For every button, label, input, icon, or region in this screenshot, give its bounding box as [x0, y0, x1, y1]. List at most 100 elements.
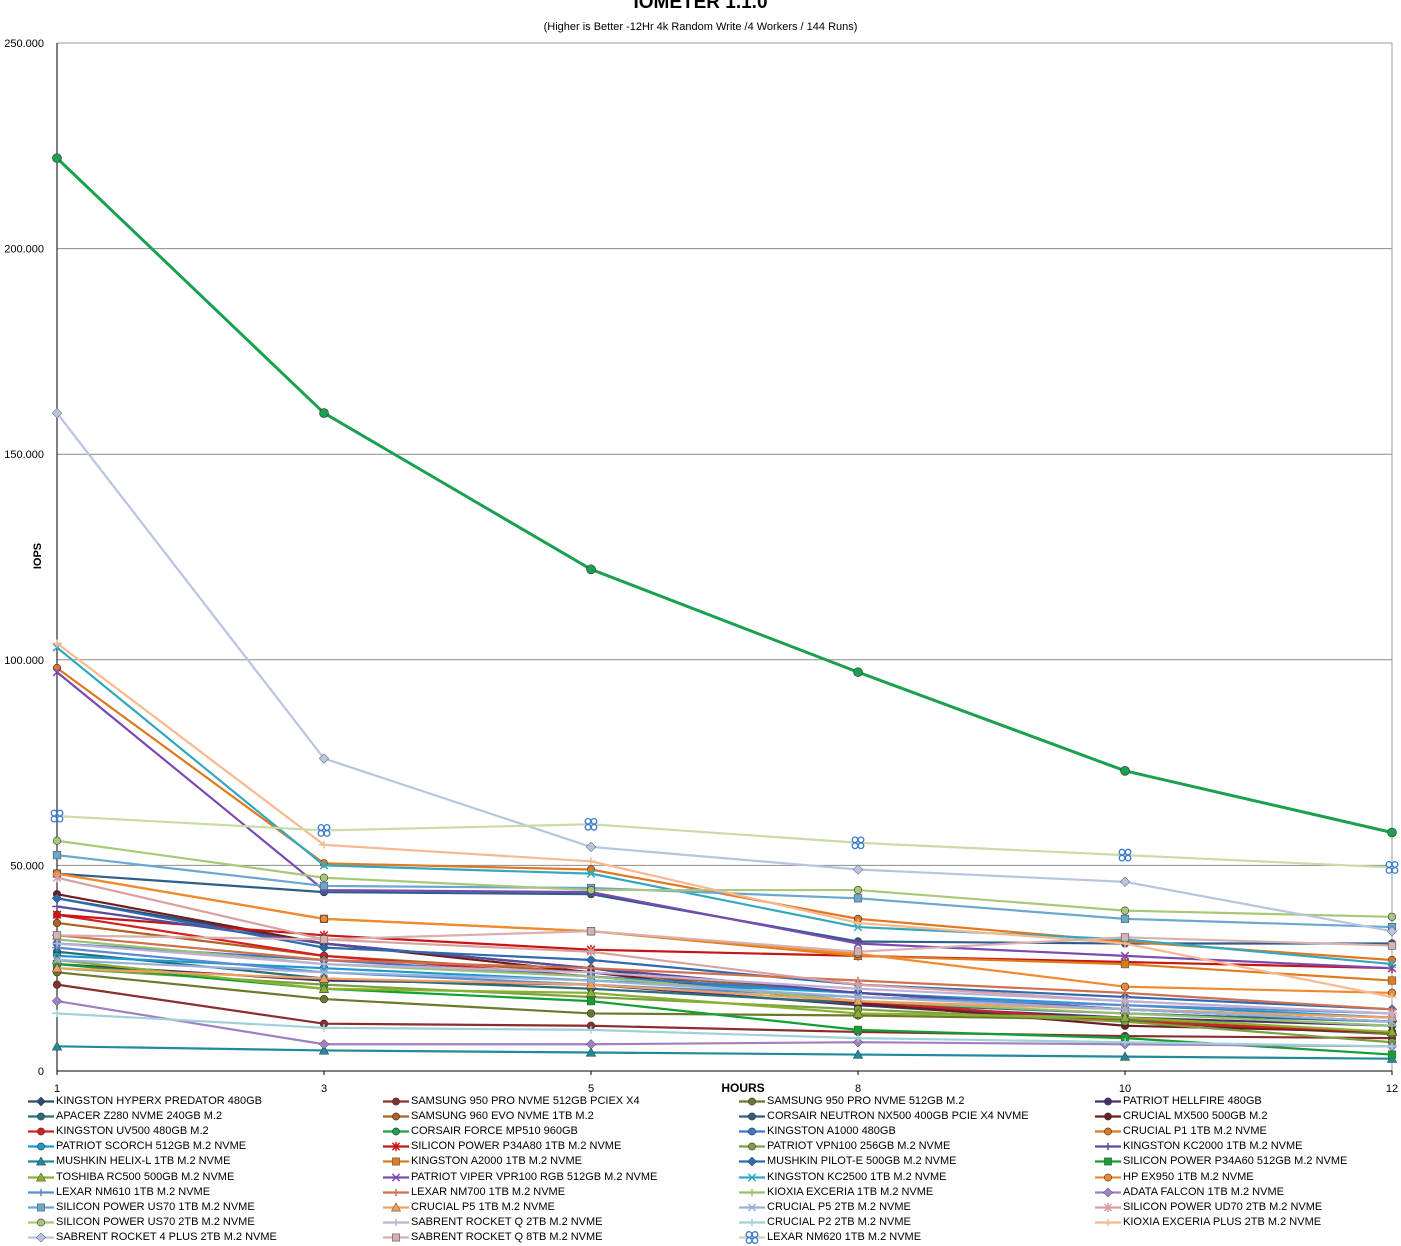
x-tick-label: 3	[321, 1083, 327, 1095]
data-point	[586, 564, 596, 575]
series-line	[56, 983, 1393, 1040]
y-axis-label: IOPS	[32, 543, 44, 569]
y-tick-label: 150.000	[4, 449, 44, 461]
legend-label: MUSHKIN HELIX-L 1TB M.2 NVME	[56, 1155, 231, 1168]
data-point	[52, 980, 62, 989]
data-point	[37, 1203, 45, 1212]
legend-label: SABRENT ROCKET Q 2TB M.2 NVME	[411, 1215, 603, 1228]
data-point	[37, 1218, 45, 1227]
data-point	[586, 1026, 596, 1034]
data-point	[586, 869, 596, 878]
legend-label: SILICON POWER P34A80 1TB M.2 NVME	[411, 1140, 622, 1153]
data-point	[319, 841, 329, 849]
legend-swatch	[383, 1172, 409, 1182]
legend-label: CRUCIAL P2 2TB M.2 NVME	[767, 1215, 911, 1228]
data-point	[586, 968, 596, 977]
data-point	[1387, 1042, 1397, 1051]
data-point	[585, 979, 597, 989]
legend-label: KIOXIA EXCERIA PLUS 2TB M.2 NVME	[1123, 1215, 1322, 1228]
series-16	[51, 1041, 1398, 1063]
legend-label: LEXAR NM700 1TB M.2 NVME	[411, 1185, 566, 1198]
data-point	[1119, 1051, 1131, 1061]
data-point	[1118, 848, 1132, 862]
series-line	[56, 1000, 1393, 1048]
series-30	[52, 955, 1397, 1026]
legend-label: HP EX950 1TB M.2 NVME	[1123, 1170, 1254, 1183]
legend-swatch	[1095, 1112, 1121, 1121]
data-point	[318, 942, 330, 953]
legend-label: KINGSTON UV500 480GB M.2	[56, 1125, 209, 1138]
data-point	[852, 864, 864, 875]
data-point	[319, 914, 329, 923]
legend-swatch	[739, 1112, 765, 1121]
series-line	[56, 839, 1393, 918]
data-point	[52, 1009, 62, 1018]
data-point	[586, 1009, 596, 1018]
legend-swatch	[1095, 1173, 1121, 1181]
x-tick-label: 12	[1386, 1083, 1398, 1095]
series-line	[56, 958, 1393, 1034]
legend-label: SABRENT ROCKET 4 PLUS 2TB M.2 NVME	[56, 1230, 277, 1243]
data-point	[391, 1218, 401, 1226]
data-point	[319, 935, 329, 944]
data-point	[319, 873, 329, 882]
data-point	[586, 946, 596, 957]
x-tick-label: 8	[855, 1083, 861, 1095]
series-38	[50, 809, 1399, 874]
data-point	[584, 817, 598, 831]
data-point	[1104, 1173, 1112, 1181]
data-point	[1387, 955, 1397, 965]
data-point	[37, 1142, 45, 1151]
legend-label: SAMSUNG 950 PRO NVME 512GB PCIEX X4	[411, 1095, 640, 1107]
data-point	[1120, 914, 1130, 923]
series-line	[56, 958, 1393, 1023]
data-point	[586, 927, 596, 936]
data-point	[392, 1112, 400, 1121]
legend-label: TOSHIBA RC500 500GB M.2 NVME	[56, 1170, 235, 1183]
series-21	[52, 667, 1397, 973]
grid-layer	[57, 42, 1392, 866]
data-point	[853, 1034, 863, 1042]
data-point	[392, 1127, 400, 1136]
legend-label: SILICON POWER P34A60 512GB M.2 NVME	[1123, 1155, 1348, 1168]
data-point	[52, 851, 62, 860]
data-point	[52, 931, 62, 940]
legend-label: PATRIOT VPN100 256GB M.2 NVME	[767, 1140, 951, 1153]
legend-swatch	[1095, 1097, 1121, 1106]
data-point	[52, 909, 62, 920]
data-point	[586, 996, 596, 1006]
data-point	[1120, 1038, 1130, 1047]
y-tick-label: 0	[38, 1066, 44, 1078]
series-33	[52, 939, 1397, 1018]
data-point	[51, 995, 63, 1007]
legend-swatch	[1095, 1202, 1121, 1212]
data-point	[35, 1156, 47, 1166]
axis-layer: 0 50.000 100.000 150.000 200.000 250.000 1 3 5 8 1…	[4, 38, 1398, 1095]
legend-label: SAMSUNG 960 EVO NVME 1TB M.2	[411, 1110, 594, 1123]
data-point	[748, 1142, 756, 1151]
data-point	[1104, 1127, 1112, 1136]
data-point	[52, 939, 62, 948]
x-axis-label: HOURS	[721, 1081, 764, 1095]
data-point	[52, 639, 62, 648]
data-point	[852, 1037, 864, 1048]
legend-label: ADATA FALCON 1TB M.2 NVME	[1123, 1185, 1284, 1198]
data-point	[1387, 1009, 1397, 1018]
chart-legend: KINGSTON HYPERX PREDATOR 480GB SAMSUNG 95…	[28, 1094, 1401, 1246]
data-point	[1104, 1097, 1112, 1106]
series-37	[52, 927, 1397, 956]
data-point	[319, 1024, 329, 1032]
legend-swatch	[739, 1218, 765, 1226]
legend-label: KINGSTON KC2500 1TB M.2 NVME	[767, 1170, 947, 1183]
data-point	[853, 992, 863, 1002]
data-point	[317, 823, 331, 837]
data-point	[319, 994, 329, 1004]
data-point	[1120, 933, 1130, 942]
data-point	[52, 667, 62, 677]
series-line	[56, 1012, 1393, 1048]
legend-swatch	[28, 1218, 54, 1227]
data-point	[319, 967, 329, 977]
legend-swatch	[28, 1112, 54, 1121]
data-point	[1385, 861, 1399, 874]
series-9	[52, 153, 1397, 838]
